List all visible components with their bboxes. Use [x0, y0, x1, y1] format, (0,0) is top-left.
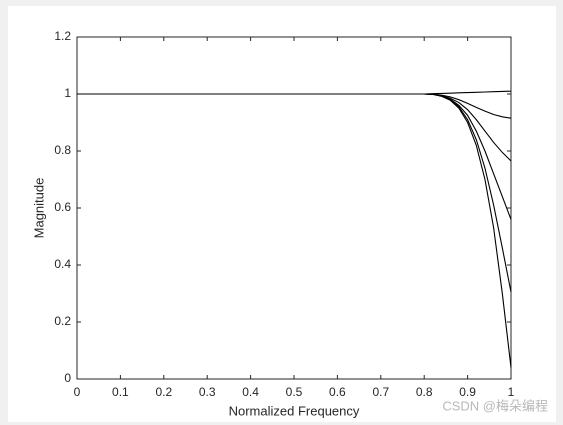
x-tick-label: 0.9: [459, 385, 476, 399]
x-tick-label: 1: [508, 385, 515, 399]
plot-area: [76, 36, 512, 380]
y-axis-label: Magnitude: [31, 178, 46, 239]
x-tick-label: 0: [74, 385, 81, 399]
x-tick-label: 0.4: [242, 385, 259, 399]
x-tick-label: 0.6: [329, 385, 346, 399]
y-tick-label: 1.2: [54, 29, 71, 43]
y-tick-label: 0: [64, 371, 71, 385]
y-tick-label: 0.6: [54, 200, 71, 214]
series-line: [77, 93, 512, 368]
x-tick-label: 0.7: [372, 385, 389, 399]
x-tick-label: 0.1: [112, 385, 129, 399]
x-tick-label: 0.3: [199, 385, 216, 399]
x-tick-label: 0.5: [286, 385, 303, 399]
y-tick-label: 1: [64, 86, 71, 100]
x-tick-label: 0.8: [416, 385, 433, 399]
x-tick-label: 0.2: [155, 385, 172, 399]
y-tick-label: 0.2: [54, 314, 71, 328]
watermark: CSDN @梅朵编程: [442, 398, 548, 413]
y-tick-label: 0.4: [54, 257, 71, 271]
y-tick-label: 0.8: [54, 143, 71, 157]
x-axis-label: Normalized Frequency: [229, 403, 360, 418]
